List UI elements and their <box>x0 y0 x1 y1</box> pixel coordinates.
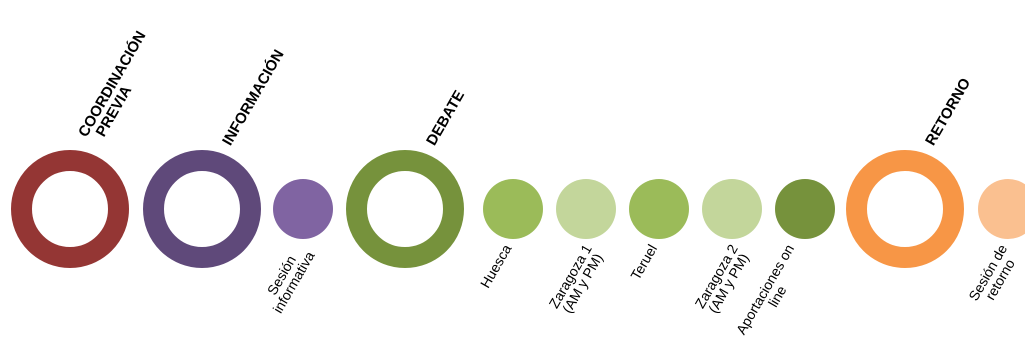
phase-label-debate-text: DEBATE <box>423 87 469 149</box>
phase-label-return-text: RETORNO <box>922 75 975 149</box>
phase-ring-return <box>846 150 964 268</box>
step-label-teruel: Teruel <box>627 241 661 283</box>
step-dot-zaragoza-2 <box>702 179 762 239</box>
step-dot-sesion-informativa <box>273 179 333 239</box>
phase-ring-debate <box>346 150 464 268</box>
phase-label-information: INFORMACIÓN <box>219 46 288 149</box>
step-label-sesion-retorno: Sesión de retorno <box>965 242 1021 310</box>
step-label-teruel-text: Teruel <box>627 241 661 283</box>
step-label-huesca-text: Huesca <box>476 241 515 291</box>
step-dot-huesca <box>483 179 543 239</box>
phase-ring-coordination <box>11 150 129 268</box>
step-dot-sesion-retorno <box>978 179 1025 239</box>
step-dot-teruel <box>629 179 689 239</box>
step-label-zaragoza-1: Zaragoza 1 (AM y PM) <box>546 242 606 317</box>
step-dot-zaragoza-1 <box>556 179 616 239</box>
phase-label-information-text: INFORMACIÓN <box>219 46 288 149</box>
phase-label-return: RETORNO <box>922 75 975 149</box>
step-label-sesion-informativa: Sesión informativa <box>258 242 318 316</box>
phase-label-coordination: COORDINACIÓN PREVIA <box>75 28 162 147</box>
step-dot-aportaciones-online <box>775 179 835 239</box>
step-label-zaragoza-2: Zaragoza 2 (AM y PM) <box>692 242 752 317</box>
phase-ring-information <box>143 150 261 268</box>
step-label-huesca: Huesca <box>476 241 515 291</box>
phase-label-debate: DEBATE <box>423 87 469 149</box>
